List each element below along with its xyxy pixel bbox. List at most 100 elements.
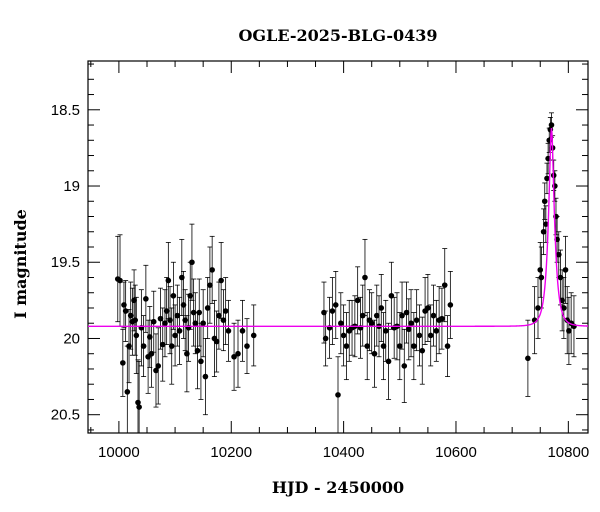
data-point bbox=[222, 308, 229, 314]
data-point bbox=[235, 350, 241, 357]
data-point bbox=[209, 267, 215, 273]
data-point bbox=[540, 228, 547, 235]
data-point bbox=[172, 332, 178, 339]
y-tick-label: 20 bbox=[63, 330, 80, 347]
data-point bbox=[338, 320, 344, 327]
y-tick-label: 20.5 bbox=[51, 407, 80, 424]
data-point bbox=[176, 328, 183, 334]
y-tick-label: 18.5 bbox=[51, 102, 80, 119]
data-point bbox=[388, 292, 395, 299]
x-tick-label: 10800 bbox=[547, 444, 589, 461]
data-point bbox=[535, 305, 541, 311]
data-points bbox=[114, 112, 577, 434]
data-point bbox=[537, 267, 544, 273]
data-point bbox=[200, 320, 206, 327]
data-point bbox=[439, 315, 445, 322]
data-point bbox=[427, 332, 434, 339]
data-point bbox=[220, 317, 227, 323]
data-point bbox=[444, 343, 451, 349]
data-point bbox=[207, 282, 213, 288]
y-tick-label: 19.5 bbox=[51, 254, 80, 271]
data-point bbox=[329, 308, 336, 314]
data-point bbox=[159, 341, 166, 348]
data-point bbox=[196, 309, 203, 316]
data-point bbox=[124, 389, 131, 395]
x-axis-label: HJD - 2450000 bbox=[272, 478, 404, 497]
data-point bbox=[561, 305, 567, 311]
data-point bbox=[216, 312, 222, 319]
model-curve bbox=[88, 128, 589, 327]
data-point bbox=[371, 350, 378, 357]
data-point bbox=[231, 353, 237, 360]
data-point bbox=[562, 267, 569, 273]
data-point bbox=[430, 312, 437, 319]
data-point bbox=[155, 363, 162, 369]
data-point bbox=[373, 312, 380, 319]
data-point bbox=[413, 317, 420, 323]
data-point bbox=[120, 360, 126, 366]
data-point bbox=[202, 373, 209, 380]
data-point bbox=[541, 198, 548, 205]
data-point bbox=[153, 367, 159, 374]
data-point bbox=[150, 318, 157, 325]
data-point bbox=[364, 343, 371, 349]
x-tick-label: 10400 bbox=[323, 444, 365, 461]
data-point bbox=[194, 347, 201, 354]
data-point bbox=[399, 312, 405, 319]
data-point bbox=[396, 343, 403, 349]
data-point bbox=[174, 312, 181, 319]
data-point bbox=[340, 332, 347, 339]
data-point bbox=[332, 302, 339, 308]
tick-labels: 10000 10200 10400 10600 10800 18.5 19 19.5 20 20.… bbox=[51, 102, 589, 461]
data-point bbox=[403, 309, 410, 316]
data-point bbox=[538, 274, 545, 281]
data-point bbox=[416, 332, 423, 339]
data-point bbox=[192, 320, 199, 327]
axis-ticks bbox=[88, 61, 588, 433]
data-point bbox=[117, 277, 123, 284]
data-point bbox=[322, 335, 329, 342]
data-point bbox=[136, 404, 142, 410]
y-axis-label: I magnitude bbox=[11, 209, 30, 319]
data-point bbox=[548, 122, 555, 128]
data-point bbox=[165, 277, 172, 284]
data-point bbox=[335, 392, 341, 398]
data-point bbox=[378, 305, 385, 311]
data-point bbox=[189, 259, 195, 266]
y-tick-label: 19 bbox=[63, 178, 80, 195]
x-tick-label: 10600 bbox=[435, 444, 477, 461]
data-point bbox=[543, 221, 549, 227]
data-point bbox=[362, 274, 368, 281]
data-point bbox=[140, 343, 147, 349]
data-point bbox=[343, 343, 350, 349]
data-point bbox=[368, 320, 375, 327]
data-point bbox=[244, 343, 250, 349]
data-point bbox=[218, 277, 224, 284]
data-point bbox=[225, 328, 232, 334]
data-point bbox=[204, 305, 211, 311]
data-point bbox=[143, 296, 149, 302]
data-point bbox=[239, 328, 246, 334]
data-point bbox=[419, 347, 426, 354]
data-point bbox=[405, 326, 412, 333]
data-point bbox=[385, 358, 392, 365]
data-point bbox=[525, 355, 531, 362]
x-tick-label: 10200 bbox=[210, 444, 252, 461]
data-point bbox=[250, 332, 257, 339]
chart-title: OGLE-2025-BLG-0439 bbox=[238, 26, 437, 45]
data-point bbox=[213, 338, 220, 345]
data-point bbox=[157, 315, 164, 322]
data-point bbox=[354, 297, 361, 304]
data-point bbox=[170, 292, 177, 299]
data-point bbox=[198, 358, 204, 365]
data-point bbox=[380, 343, 387, 349]
data-point bbox=[408, 320, 414, 327]
data-point bbox=[401, 363, 408, 369]
data-point bbox=[122, 308, 129, 314]
data-point bbox=[133, 332, 140, 339]
data-point bbox=[425, 305, 431, 311]
data-point bbox=[132, 317, 138, 323]
data-point bbox=[441, 282, 448, 288]
data-point bbox=[566, 328, 572, 334]
